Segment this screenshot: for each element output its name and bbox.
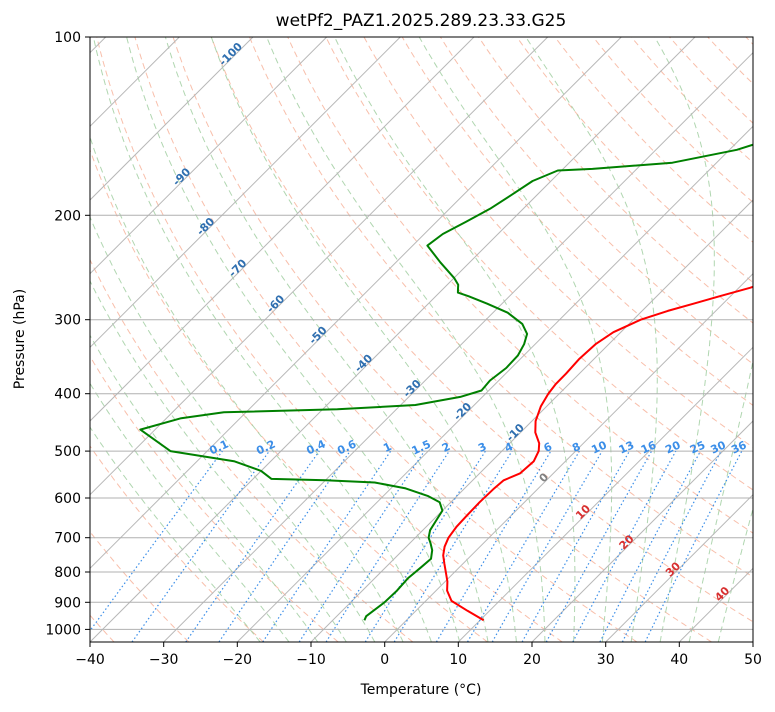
y-tick-label: 300 <box>54 313 81 329</box>
x-tick-label: −10 <box>296 652 326 668</box>
x-axis-label: Temperature (°C) <box>360 682 482 698</box>
chart-title: wetPf2_PAZ1.2025.289.23.33.G25 <box>276 11 567 31</box>
x-tick-label: 50 <box>744 652 762 668</box>
x-tick-label: 0 <box>380 652 389 668</box>
y-tick-label: 600 <box>54 491 81 507</box>
y-tick-label: 100 <box>54 30 81 46</box>
x-tick-label: 10 <box>449 652 467 668</box>
x-tick-label: 40 <box>670 652 688 668</box>
y-tick-label: 500 <box>54 444 81 460</box>
y-tick-label: 700 <box>54 531 81 547</box>
y-axis-label: Pressure (hPa) <box>12 289 28 389</box>
x-tick-label: 20 <box>523 652 541 668</box>
y-tick-label: 200 <box>54 208 81 224</box>
x-tick-label: 30 <box>597 652 615 668</box>
y-tick-label: 400 <box>54 387 81 403</box>
x-tick-label: −30 <box>149 652 179 668</box>
x-tick-label: −40 <box>75 652 105 668</box>
x-tick-label: −20 <box>223 652 253 668</box>
y-tick-label: 900 <box>54 595 81 611</box>
y-tick-label: 1000 <box>45 622 81 638</box>
y-tick-label: 800 <box>54 565 81 581</box>
